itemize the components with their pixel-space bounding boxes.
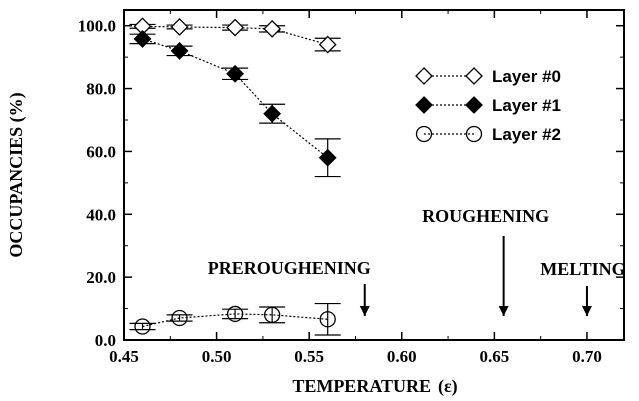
plot-frame bbox=[123, 9, 625, 341]
y-tick-label: 100.0 bbox=[78, 17, 116, 36]
x-axis-label-unit: (ε) bbox=[438, 376, 458, 397]
y-axis-ticks: 0.0 20.0 40.0 60.0 80.0 100.0 bbox=[78, 17, 624, 350]
data-point bbox=[263, 104, 282, 123]
y-tick-label: 60.0 bbox=[86, 142, 116, 161]
data-point bbox=[170, 18, 189, 36]
series-2 bbox=[129, 302, 341, 336]
x-tick-label: 0.70 bbox=[572, 347, 602, 366]
legend-label: Layer #1 bbox=[492, 96, 561, 115]
x-tick-label: 0.50 bbox=[202, 347, 232, 366]
x-axis-label-text: TEMPERATURE bbox=[292, 376, 431, 396]
legend-label: Layer #0 bbox=[492, 67, 561, 86]
x-tick-label: 0.60 bbox=[387, 347, 417, 366]
data-point bbox=[226, 64, 245, 83]
series-layer bbox=[129, 17, 341, 336]
data-point bbox=[319, 311, 336, 328]
data-point bbox=[263, 306, 281, 324]
annotation-label: PREROUGHENING bbox=[208, 258, 371, 278]
x-tick-label: 0.65 bbox=[479, 347, 509, 366]
data-point bbox=[226, 305, 244, 323]
data-point bbox=[171, 309, 188, 327]
annotation-arrow-head bbox=[359, 306, 370, 316]
y-tick-label: 20.0 bbox=[86, 268, 116, 287]
data-point bbox=[263, 19, 282, 38]
data-point bbox=[318, 148, 337, 167]
x-tick-label: 0.45 bbox=[109, 347, 139, 366]
y-tick-label: 80.0 bbox=[86, 80, 116, 99]
x-tick-label: 0.55 bbox=[294, 347, 324, 366]
legend-marker bbox=[465, 67, 483, 85]
annotation-arrow-head bbox=[581, 306, 592, 316]
y-axis-label: OCCUPANCIES (%) bbox=[6, 92, 27, 257]
legend-marker bbox=[415, 96, 433, 114]
data-point bbox=[226, 18, 245, 37]
series-line bbox=[142, 38, 329, 159]
x-axis-ticks: 0.45 0.50 0.55 0.60 0.65 0.70 bbox=[109, 10, 602, 366]
annotation-arrow-head bbox=[498, 306, 509, 316]
legend-marker bbox=[465, 125, 483, 143]
legend-label: Layer #2 bbox=[492, 125, 561, 144]
legend-marker bbox=[415, 125, 433, 143]
legend-marker bbox=[465, 96, 483, 114]
annotation-label: MELTING bbox=[540, 259, 625, 279]
y-tick-label: 0.0 bbox=[95, 331, 116, 350]
annotation-label: ROUGHENING bbox=[422, 206, 549, 226]
series-0 bbox=[129, 17, 341, 54]
x-axis-label: TEMPERATURE (ε) bbox=[292, 376, 457, 397]
series-1 bbox=[129, 29, 341, 178]
data-point bbox=[170, 41, 189, 60]
legend: Layer #0 Layer #1 Layer #2 bbox=[415, 67, 561, 144]
data-point bbox=[134, 318, 151, 335]
annotation-layer: PREROUGHENING ROUGHENING MELTING bbox=[208, 206, 626, 316]
data-point bbox=[318, 35, 337, 54]
legend-marker bbox=[415, 67, 433, 85]
data-point bbox=[133, 29, 152, 48]
y-tick-label: 40.0 bbox=[86, 205, 116, 224]
